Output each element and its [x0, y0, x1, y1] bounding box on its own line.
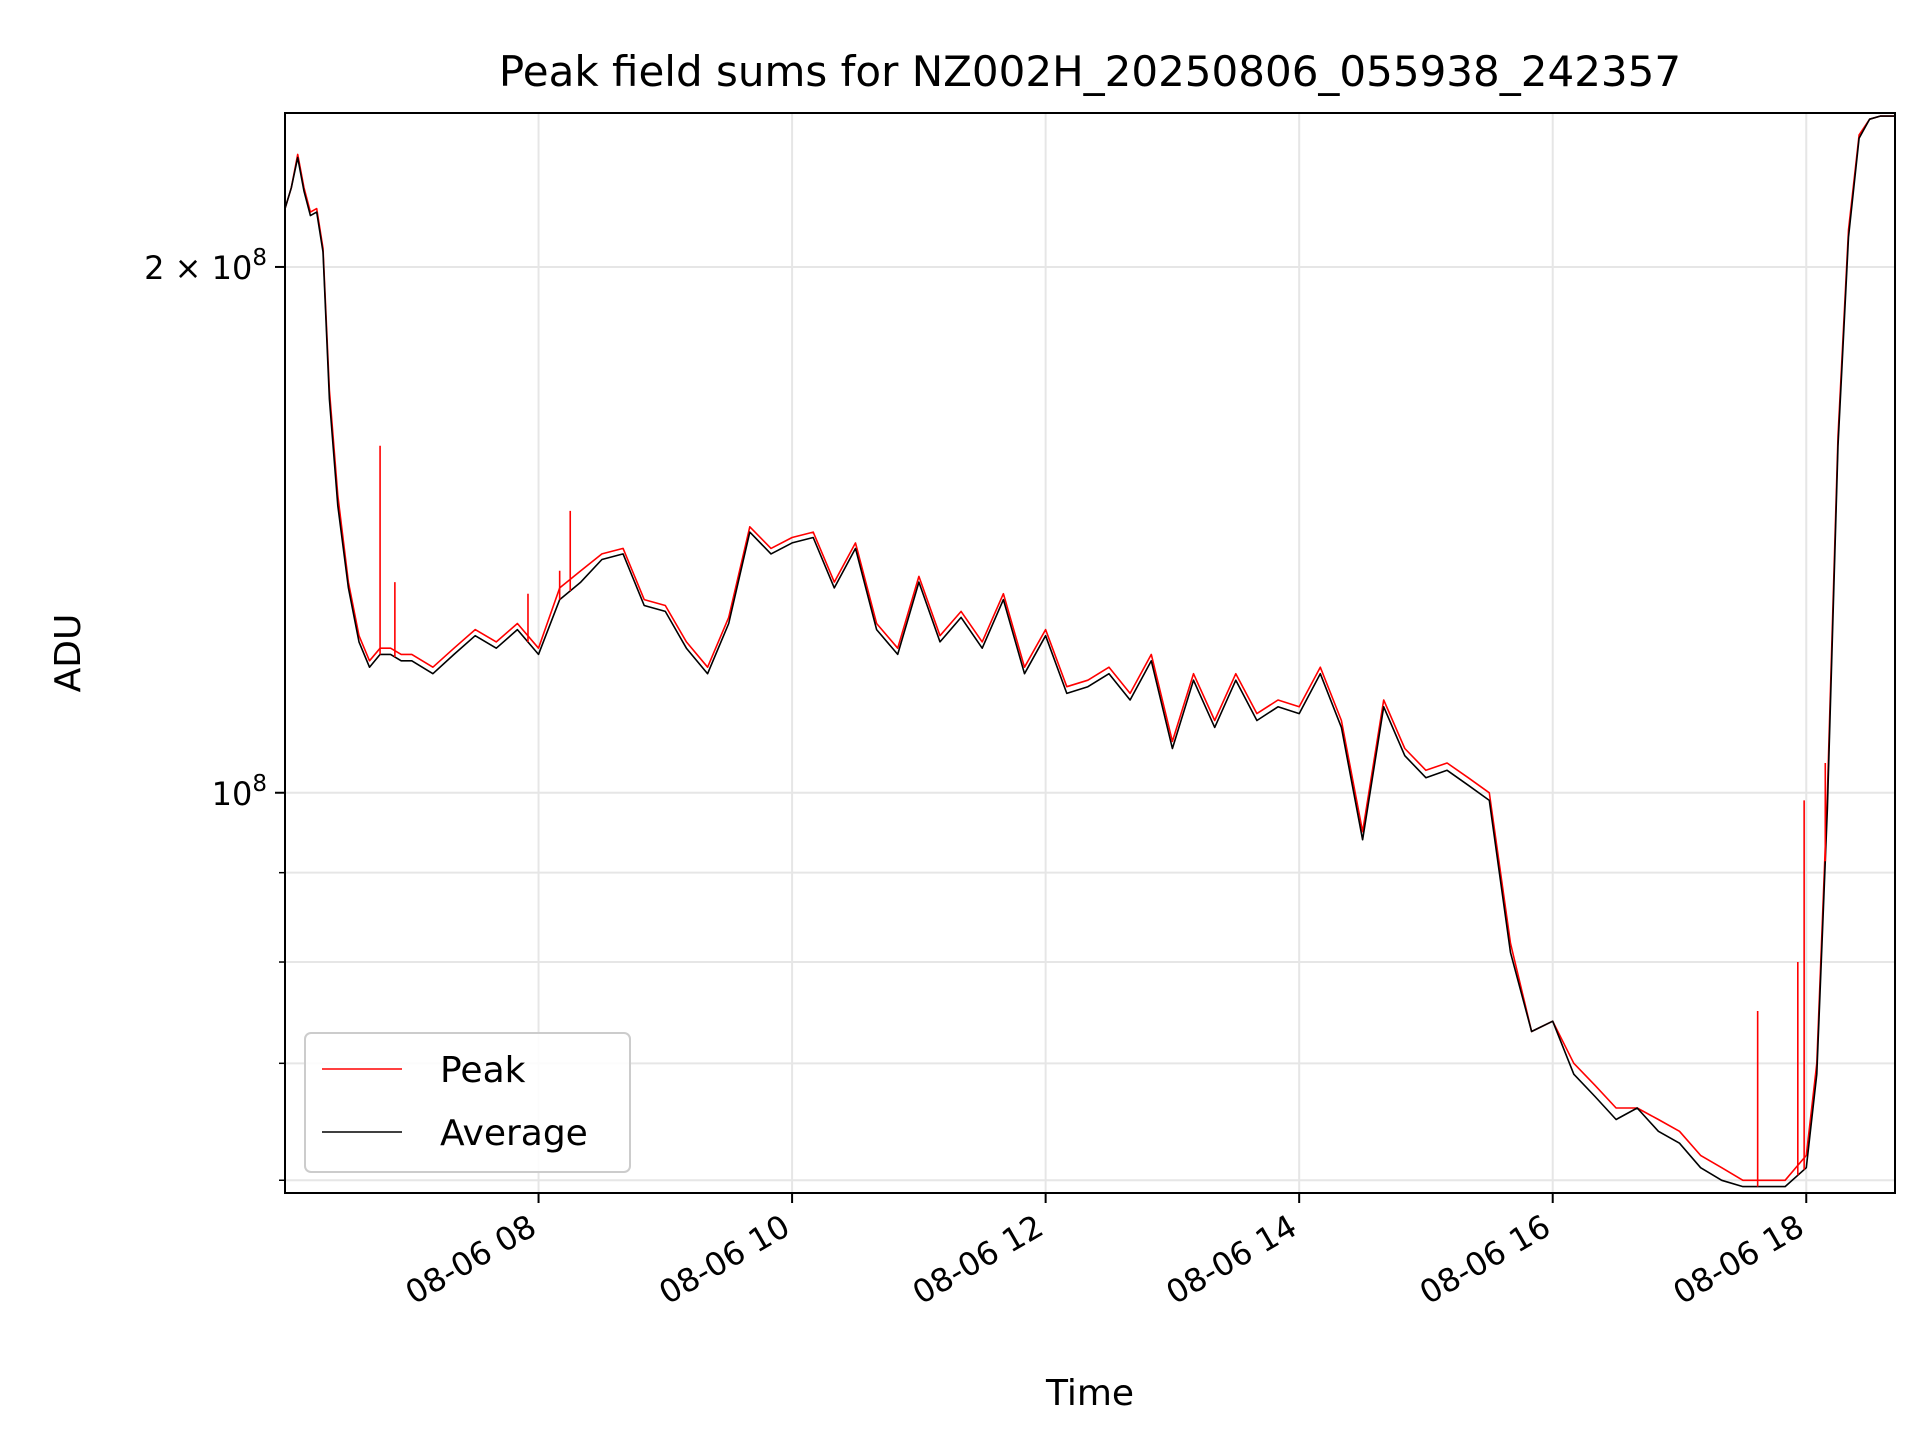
- plot-frame: [284, 112, 1896, 1194]
- y-axis-label: ADU: [48, 614, 89, 693]
- series-line-peak: [284, 115, 1895, 1182]
- y-tick-label: 108: [212, 771, 267, 813]
- chart-title: Peak field sums for NZ002H_20250806_0559…: [499, 47, 1681, 96]
- y-tick-label: 2 × 108: [144, 245, 267, 287]
- legend-box: [304, 1032, 631, 1173]
- series-line-average: [284, 115, 1895, 1188]
- grid: [285, 113, 1895, 1193]
- legend-label-peak: Peak: [440, 1050, 526, 1091]
- x-axis-label: Time: [1045, 1373, 1134, 1414]
- legend: Peak Average: [304, 1032, 631, 1173]
- plot-lines: [284, 115, 1895, 1188]
- legend-label-average: Average: [440, 1113, 588, 1154]
